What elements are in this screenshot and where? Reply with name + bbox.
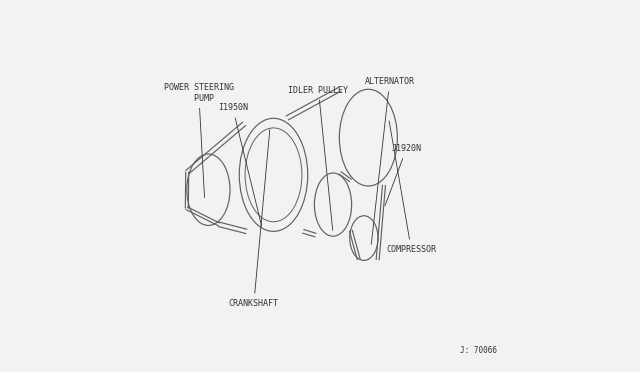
Text: POWER STEERING
      PUMP: POWER STEERING PUMP (164, 83, 234, 198)
Text: I1950N: I1950N (218, 103, 262, 226)
Text: CRANKSHAFT: CRANKSHAFT (229, 129, 279, 308)
Text: J1920N: J1920N (385, 144, 421, 206)
Text: ALTERNATOR: ALTERNATOR (365, 77, 415, 244)
Text: IDLER PULLEY: IDLER PULLEY (289, 86, 348, 230)
Text: COMPRESSOR: COMPRESSOR (386, 121, 436, 254)
Text: J: 70066: J: 70066 (460, 346, 497, 355)
